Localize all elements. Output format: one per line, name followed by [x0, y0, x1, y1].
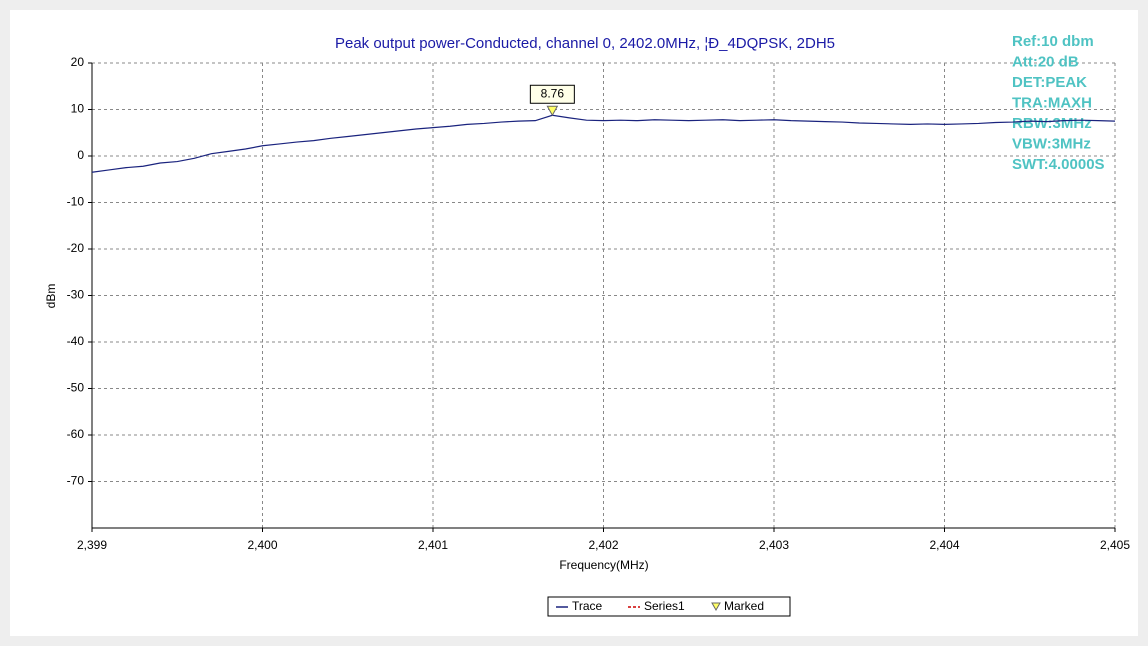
marker-label-box: [529, 84, 575, 104]
legend-symbol: [711, 602, 721, 612]
y-tick-label: 20: [71, 55, 85, 69]
y-tick-label: -20: [67, 241, 85, 255]
trace-line: [91, 114, 1116, 173]
x-tick-label: 2,403: [759, 538, 789, 552]
y-tick-label: -70: [67, 474, 85, 488]
x-tick-label: 2,400: [247, 538, 277, 552]
x-tick-label: 2,399: [77, 538, 107, 552]
x-tick-label: 2,401: [418, 538, 448, 552]
annotation: RBW:3MHz: [1012, 115, 1092, 132]
x-tick-label: 2,405: [1100, 538, 1130, 552]
legend-label: Series1: [644, 599, 685, 613]
annotation: Ref:10 dbm: [1012, 33, 1094, 50]
y-tick-label: -40: [67, 334, 85, 348]
legend-label: Trace: [572, 599, 603, 613]
annotation: DET:PEAK: [1012, 74, 1087, 91]
y-tick-label: -10: [67, 195, 85, 209]
x-tick-label: 2,402: [588, 538, 618, 552]
x-axis-label: Frequency(MHz): [559, 558, 648, 572]
marker-label: 8.76: [541, 86, 565, 100]
annotation: SWT:4.0000S: [1012, 156, 1105, 173]
legend: [547, 596, 791, 617]
annotation: TRA:MAXH: [1012, 94, 1092, 111]
y-axis-label: dBm: [44, 284, 58, 309]
annotation: VBW:3MHz: [1012, 135, 1091, 152]
y-tick-label: -30: [67, 288, 85, 302]
y-tick-label: 0: [77, 148, 84, 162]
chart-title: Peak output power-Conducted, channel 0, …: [335, 35, 835, 52]
panel: [10, 10, 1138, 636]
marker: [546, 105, 559, 117]
x-tick-label: 2,404: [929, 538, 959, 552]
annotation: Att:20 dB: [1012, 53, 1079, 70]
y-tick-label: -50: [67, 381, 85, 395]
y-tick-label: -60: [67, 427, 85, 441]
y-tick-label: 10: [71, 102, 85, 116]
legend-label: Marked: [724, 599, 764, 613]
